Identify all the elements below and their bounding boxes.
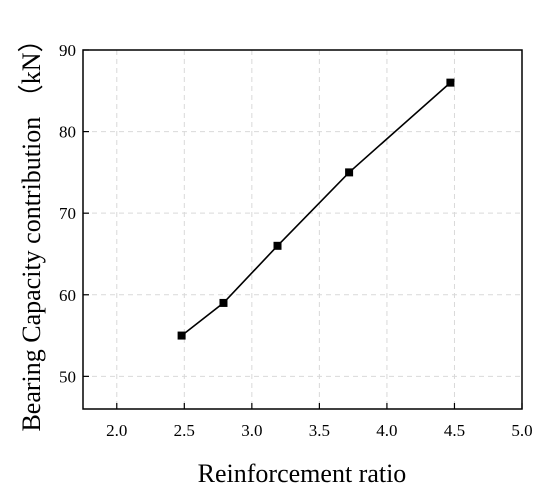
y-axis-title: Bearing Capacity contribution （kN） bbox=[17, 26, 46, 431]
x-tick-label: 2.5 bbox=[174, 421, 195, 440]
y-tick-label: 60 bbox=[59, 286, 76, 305]
x-tick-label: 4.0 bbox=[376, 421, 397, 440]
series bbox=[177, 78, 455, 340]
y-tick-label: 50 bbox=[59, 367, 76, 386]
x-tick-label: 5.0 bbox=[511, 421, 532, 440]
plot-frame bbox=[82, 49, 523, 410]
x-tick-label: 2.0 bbox=[106, 421, 127, 440]
axis-ticks: 2.0 2.5 3.0 3.5 4.0 4.5 5.0 50 60 70 80 90 bbox=[59, 41, 533, 440]
x-tick-label: 3.0 bbox=[241, 421, 262, 440]
y-tick-label: 80 bbox=[59, 123, 76, 142]
x-tick-label: 3.5 bbox=[309, 421, 330, 440]
x-axis-title: Reinforcement ratio bbox=[198, 459, 407, 488]
y-tick-label: 70 bbox=[59, 204, 76, 223]
y-tick-label: 90 bbox=[59, 41, 76, 60]
data-point bbox=[273, 241, 282, 250]
data-point bbox=[219, 298, 228, 307]
grid bbox=[83, 50, 522, 409]
data-point bbox=[177, 331, 186, 340]
x-tick-label: 4.5 bbox=[444, 421, 465, 440]
data-point bbox=[446, 78, 455, 87]
series-line bbox=[181, 82, 451, 337]
data-point bbox=[345, 168, 354, 177]
